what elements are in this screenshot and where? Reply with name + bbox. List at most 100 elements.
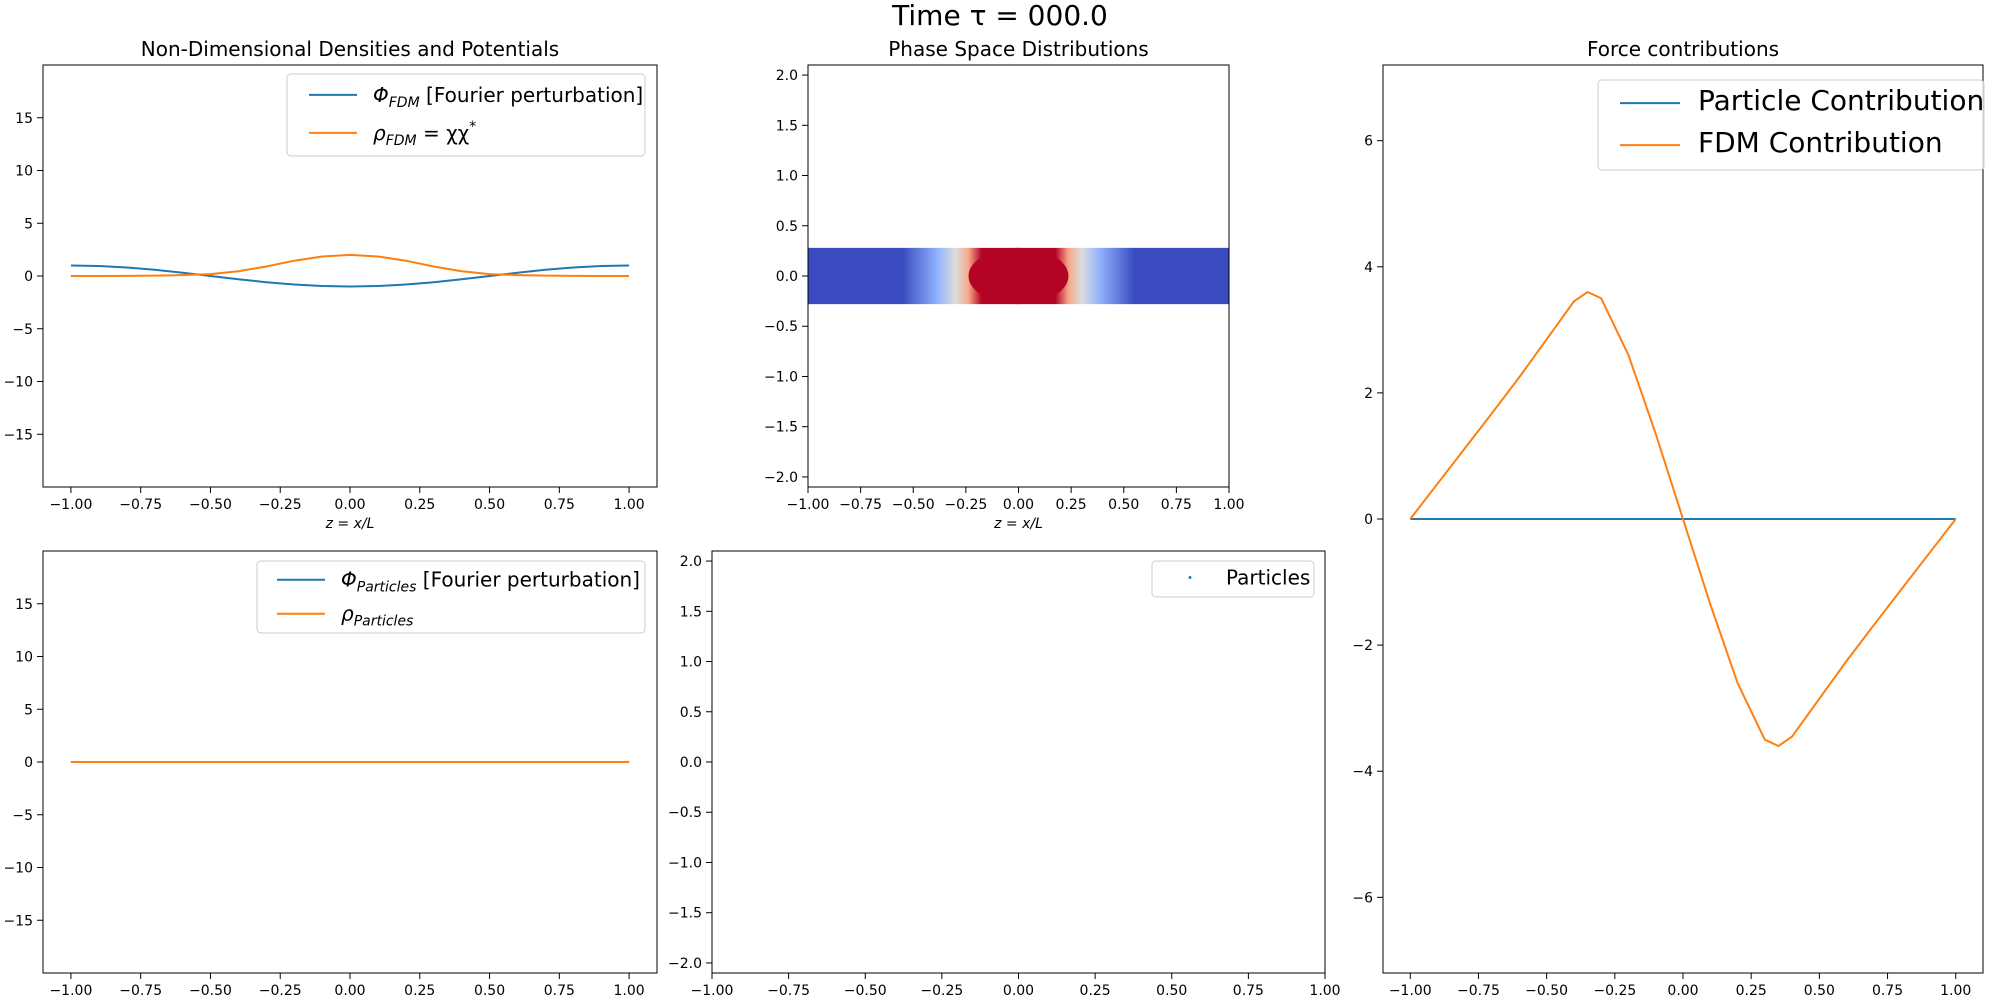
x-tick-label: 1.00 xyxy=(1309,983,1340,999)
y-tick-label: 1.0 xyxy=(776,169,798,185)
axes-frame xyxy=(711,550,1326,974)
legend-box xyxy=(256,560,646,634)
legend-box xyxy=(286,73,646,157)
legend-label-1: ρFDM = χχ* xyxy=(373,119,476,149)
y-tick-label: 0 xyxy=(24,755,33,771)
x-tick-label: −0.50 xyxy=(1525,983,1568,999)
x-tick-label: 0.75 xyxy=(544,983,575,999)
y-tick-label: −10 xyxy=(3,861,33,877)
x-axis-label: z = x/L xyxy=(993,516,1043,532)
x-tick-label: −0.25 xyxy=(944,497,987,513)
legend-label-0: ΦParticles [Fourier perturbation] xyxy=(341,568,640,596)
x-tick-label: −0.75 xyxy=(767,983,810,999)
x-tick-label: 0.50 xyxy=(1156,983,1187,999)
y-tick-label: 5 xyxy=(24,702,33,718)
x-tick-label: −0.75 xyxy=(119,497,162,513)
y-tick-label: 2.0 xyxy=(776,68,798,84)
x-tick-label: 0.00 xyxy=(1003,497,1034,513)
legend-label-1: ρParticles xyxy=(341,602,413,630)
y-tick-label: −1.0 xyxy=(668,855,702,871)
y-tick-label: −2.0 xyxy=(668,956,702,972)
x-tick-label: 0.75 xyxy=(1233,983,1264,999)
figure-suptitle: Time τ = 000.0 xyxy=(891,0,1108,32)
legend-label-1: FDM Contribution xyxy=(1698,126,1943,159)
y-tick-label: −0.5 xyxy=(764,319,798,335)
y-tick-label: 4 xyxy=(1364,260,1373,276)
legend-box xyxy=(1151,560,1315,598)
x-tick-label: −0.75 xyxy=(839,497,882,513)
y-tick-label: 0 xyxy=(1364,512,1373,528)
x-tick-label: −0.50 xyxy=(189,497,232,513)
panel-title: Force contributions xyxy=(1587,37,1779,61)
y-tick-label: −0.5 xyxy=(668,805,702,821)
x-tick-label: −0.75 xyxy=(119,983,162,999)
x-tick-label: 0.75 xyxy=(544,497,575,513)
panels: −1.00 −0.75 −0.50 −0.25 0.00 0.25 0.50 0.75 1.00… xyxy=(3,37,1985,999)
y-tick-label: 15 xyxy=(15,597,33,613)
y-tick-label: −1.5 xyxy=(668,906,702,922)
panel-particle-densities: −1.00 −0.75 −0.50 −0.25 0.00 0.25 0.50 0.75 1.00… xyxy=(3,550,658,999)
y-tick-label: 0.5 xyxy=(776,219,798,235)
y-tick-label: 6 xyxy=(1364,134,1373,150)
x-tick-label: 0.00 xyxy=(1667,983,1698,999)
y-tick-label: −4 xyxy=(1352,764,1373,780)
y-tick-label: 0 xyxy=(24,269,33,285)
x-tick-label: −0.25 xyxy=(259,983,302,999)
x-tick-label: −1.00 xyxy=(49,983,92,999)
y-tick-label: 2.0 xyxy=(680,554,702,570)
x-tick-label: 1.00 xyxy=(614,983,645,999)
y-tick-label: −5 xyxy=(12,322,33,338)
legend-label-0: Particles xyxy=(1226,566,1310,590)
x-tick-label: 0.25 xyxy=(404,983,435,999)
x-tick-label: 0.50 xyxy=(474,983,505,999)
y-tick-label: 5 xyxy=(24,216,33,232)
axes-frame xyxy=(1382,64,1984,974)
axes-frame xyxy=(807,64,1230,488)
axes-frame xyxy=(42,64,658,488)
y-tick-label: 2 xyxy=(1364,386,1373,402)
x-tick-label: −0.75 xyxy=(1457,983,1500,999)
y-tick-label: −2 xyxy=(1352,638,1373,654)
panel-title: Non-Dimensional Densities and Potentials xyxy=(141,37,559,61)
x-tick-label: −1.00 xyxy=(787,497,830,513)
y-tick-label: −10 xyxy=(3,375,33,391)
y-tick-label: 0.0 xyxy=(680,755,702,771)
x-tick-label: 0.25 xyxy=(1080,983,1111,999)
y-tick-label: −5 xyxy=(12,808,33,824)
x-tick-label: 0.75 xyxy=(1161,497,1192,513)
series-line-1 xyxy=(70,253,630,277)
legend-marker xyxy=(1188,576,1192,579)
x-tick-label: −1.00 xyxy=(49,497,92,513)
y-tick-label: 15 xyxy=(15,111,33,127)
axes-frame xyxy=(42,550,658,974)
x-tick-label: 1.00 xyxy=(614,497,645,513)
phase-space-core xyxy=(968,247,1069,305)
x-tick-label: −0.25 xyxy=(1593,983,1636,999)
x-tick-label: 1.00 xyxy=(1940,983,1971,999)
y-tick-label: −1.5 xyxy=(764,420,798,436)
x-tick-label: 0.50 xyxy=(1804,983,1835,999)
y-tick-label: 10 xyxy=(15,650,33,666)
x-tick-label: −0.50 xyxy=(189,983,232,999)
y-tick-label: −1.0 xyxy=(764,369,798,385)
y-tick-label: 1.0 xyxy=(680,655,702,671)
y-tick-label: 1.5 xyxy=(680,604,702,620)
panel-forces: −1.00 −0.75 −0.50 −0.25 0.00 0.25 0.50 0.75 1.00… xyxy=(1352,37,1985,999)
y-tick-label: 0.5 xyxy=(680,705,702,721)
y-tick-label: 1.5 xyxy=(776,118,798,134)
x-tick-label: 0.25 xyxy=(1056,497,1087,513)
x-tick-label: −0.50 xyxy=(892,497,935,513)
x-tick-label: 0.50 xyxy=(1108,497,1139,513)
x-axis-label: z = x/L xyxy=(325,516,375,532)
x-tick-label: −1.00 xyxy=(691,983,734,999)
x-tick-label: 0.00 xyxy=(1003,983,1034,999)
y-tick-label: −15 xyxy=(3,427,33,443)
panel-phase-space: −1.00 −0.75 −0.50 −0.25 0.00 0.25 0.50 0.75 1.0 0… xyxy=(764,37,1245,532)
legend-box xyxy=(1597,79,1985,171)
series-line-0 xyxy=(70,264,630,288)
x-tick-label: 0.00 xyxy=(334,983,365,999)
x-tick-label: −0.25 xyxy=(920,983,963,999)
panel-title: Phase Space Distributions xyxy=(888,37,1148,61)
x-tick-label: 0.25 xyxy=(404,497,435,513)
